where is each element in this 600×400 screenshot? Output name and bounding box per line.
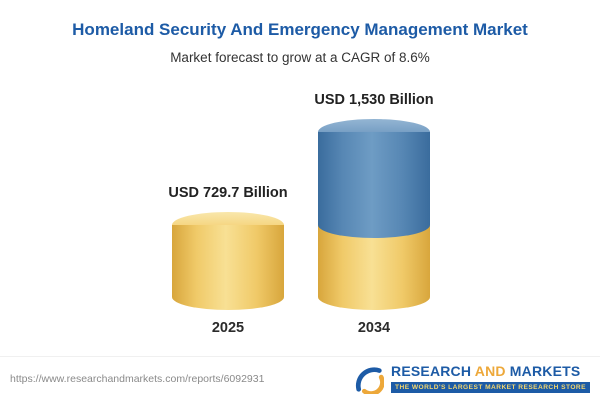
logo-name-part3: MARKETS: [509, 363, 581, 380]
footer: https://www.researchandmarkets.com/repor…: [0, 356, 600, 400]
logo-arcs-icon: [355, 366, 385, 394]
chart-area: USD 729.7 Billion 2025 USD 1,530 Billion…: [0, 80, 600, 355]
bar-2025-segment: [172, 225, 284, 310]
bar-2034-year-label: 2034: [357, 320, 391, 336]
bar-2034-base-segment: [318, 225, 430, 310]
bar-2034-growth-segment: [318, 132, 430, 239]
bar-2034: USD 1,530 Billion 2034: [314, 92, 433, 336]
logo-name-part1: RESEARCH: [391, 363, 472, 380]
logo-tagline: THE WORLD'S LARGEST MARKET RESEARCH STOR…: [391, 381, 590, 393]
chart-subtitle: Market forecast to grow at a CAGR of 8.6…: [170, 50, 430, 65]
research-and-markets-logo: RESEARCH AND MARKETS THE WORLD'S LARGEST…: [354, 364, 590, 394]
chart-title: Homeland Security And Emergency Manageme…: [72, 20, 528, 39]
report-url[interactable]: https://www.researchandmarkets.com/repor…: [10, 372, 265, 385]
bar-2025-value-label: USD 729.7 Billion: [168, 185, 288, 202]
bar-2034-value-label: USD 1,530 Billion: [314, 92, 434, 109]
bar-2025: USD 729.7 Billion 2025: [168, 185, 287, 336]
bar-2025-year-label: 2025: [211, 320, 245, 336]
logo-text-block: RESEARCH AND MARKETS THE WORLD'S LARGEST…: [391, 364, 590, 393]
logo-name: RESEARCH AND MARKETS: [391, 364, 580, 379]
logo-name-part2: AND: [474, 363, 506, 380]
